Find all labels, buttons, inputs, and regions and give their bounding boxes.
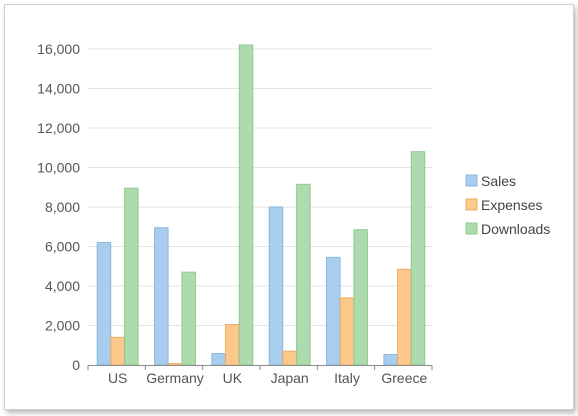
bar-expenses-japan — [282, 350, 297, 366]
legend-swatch-expenses — [465, 198, 478, 211]
legend: Sales Expenses Downloads — [465, 173, 550, 237]
x-axis-tick-labels: US Germany UK Japan Italy Greece — [108, 370, 428, 386]
bar-downloads-japan — [296, 183, 311, 366]
bar-sales-germany — [154, 227, 169, 366]
y-tick-label: 16,000 — [37, 41, 80, 57]
bar-expenses-uk — [225, 324, 240, 366]
x-tick-label: Germany — [146, 370, 204, 386]
x-tick-label: Greece — [381, 370, 427, 386]
bar-expenses-italy — [339, 297, 355, 366]
x-tick-label: Italy — [334, 370, 360, 386]
legend-swatch-downloads — [465, 222, 478, 235]
y-tick-label: 6,000 — [45, 239, 80, 255]
y-tick-label: 2,000 — [45, 318, 80, 334]
bar-downloads-uk — [238, 44, 254, 366]
y-tick-label: 14,000 — [37, 81, 80, 97]
legend-label-downloads: Downloads — [481, 221, 550, 237]
x-tick-label: UK — [223, 370, 243, 386]
bar-expenses-greece — [397, 268, 412, 366]
x-tick-label: US — [108, 370, 127, 386]
y-tick-label: 10,000 — [37, 160, 80, 176]
y-tick-label: 0 — [72, 357, 80, 373]
legend-swatch-sales — [465, 174, 478, 187]
x-tick-label: Japan — [271, 370, 309, 386]
bar-downloads-italy — [353, 229, 368, 366]
bar-sales-italy — [326, 256, 341, 366]
bar-sales-us — [96, 242, 112, 366]
y-tick-label: 4,000 — [45, 278, 80, 294]
bar-expenses-us — [110, 336, 125, 366]
bars — [96, 44, 426, 366]
legend-label-sales: Sales — [481, 173, 516, 189]
bar-expenses-germany — [167, 363, 183, 366]
bar-sales-greece — [383, 354, 398, 366]
axes — [87, 365, 433, 370]
y-tick-label: 12,000 — [37, 120, 80, 136]
y-axis-tick-labels: 0 2,000 4,000 6,000 8,000 10,000 12,000 14,000 1… — [37, 41, 80, 373]
bar-downloads-greece — [410, 151, 426, 366]
bar-sales-uk — [211, 353, 226, 366]
legend-label-expenses: Expenses — [481, 197, 542, 213]
bar-downloads-germany — [181, 271, 196, 366]
bar-downloads-us — [124, 187, 139, 366]
y-tick-label: 8,000 — [45, 199, 80, 215]
bar-sales-japan — [268, 206, 284, 366]
gridlines — [88, 48, 432, 326]
